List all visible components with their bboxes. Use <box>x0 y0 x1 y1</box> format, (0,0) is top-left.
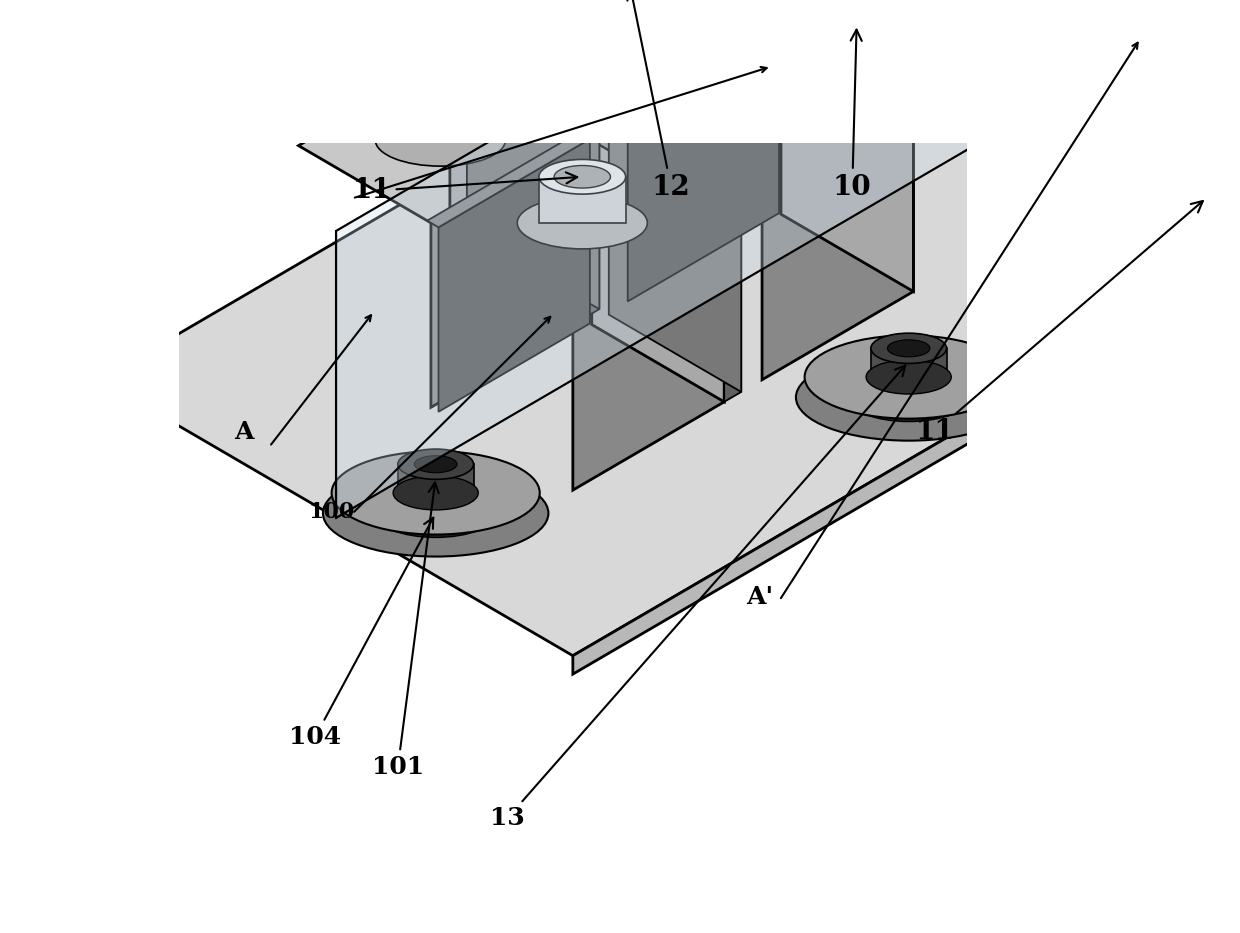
Ellipse shape <box>728 49 815 84</box>
Polygon shape <box>439 139 590 411</box>
Ellipse shape <box>374 489 496 537</box>
Text: 101: 101 <box>372 482 439 779</box>
Polygon shape <box>870 348 946 377</box>
Ellipse shape <box>888 340 930 356</box>
Ellipse shape <box>707 87 837 138</box>
Polygon shape <box>100 0 1240 656</box>
Polygon shape <box>487 0 771 113</box>
Ellipse shape <box>376 114 506 166</box>
Polygon shape <box>299 57 583 223</box>
Ellipse shape <box>866 360 951 394</box>
Text: 10: 10 <box>833 30 872 201</box>
Ellipse shape <box>564 4 694 56</box>
Text: A: A <box>234 420 253 444</box>
Polygon shape <box>724 207 742 402</box>
Polygon shape <box>627 29 779 301</box>
Polygon shape <box>397 94 484 140</box>
Polygon shape <box>583 125 599 319</box>
Polygon shape <box>587 0 673 30</box>
Polygon shape <box>591 131 742 217</box>
Text: 11: 11 <box>916 201 1203 445</box>
Text: 11: 11 <box>352 173 577 204</box>
Ellipse shape <box>796 354 1022 440</box>
Polygon shape <box>616 22 779 117</box>
Polygon shape <box>450 48 599 134</box>
Ellipse shape <box>805 335 1013 419</box>
Ellipse shape <box>870 333 946 364</box>
Ellipse shape <box>331 452 539 535</box>
Ellipse shape <box>322 470 548 557</box>
Ellipse shape <box>414 455 458 473</box>
Text: 100: 100 <box>309 501 355 522</box>
Polygon shape <box>639 0 771 209</box>
Ellipse shape <box>397 77 484 111</box>
Polygon shape <box>336 0 1141 518</box>
Polygon shape <box>432 134 583 408</box>
Polygon shape <box>427 132 590 228</box>
Polygon shape <box>398 465 474 493</box>
Ellipse shape <box>554 165 610 188</box>
Ellipse shape <box>517 197 647 249</box>
Polygon shape <box>857 0 1240 232</box>
Ellipse shape <box>393 476 479 510</box>
Text: A': A' <box>746 585 774 609</box>
Polygon shape <box>467 48 599 309</box>
Polygon shape <box>781 30 914 291</box>
Polygon shape <box>728 66 815 113</box>
Polygon shape <box>573 215 1240 675</box>
Polygon shape <box>591 140 724 402</box>
Text: 13: 13 <box>490 366 905 830</box>
Text: 104: 104 <box>289 518 433 749</box>
Polygon shape <box>450 57 583 319</box>
Polygon shape <box>573 217 724 490</box>
Text: 12: 12 <box>627 0 691 201</box>
Ellipse shape <box>398 449 474 480</box>
Ellipse shape <box>412 83 469 105</box>
Ellipse shape <box>587 0 673 1</box>
Ellipse shape <box>848 373 970 422</box>
Polygon shape <box>539 176 626 223</box>
Polygon shape <box>620 24 771 297</box>
Polygon shape <box>763 107 914 380</box>
Ellipse shape <box>743 55 800 77</box>
Polygon shape <box>630 30 914 195</box>
Ellipse shape <box>539 160 626 194</box>
Polygon shape <box>609 131 742 392</box>
Polygon shape <box>440 140 724 306</box>
